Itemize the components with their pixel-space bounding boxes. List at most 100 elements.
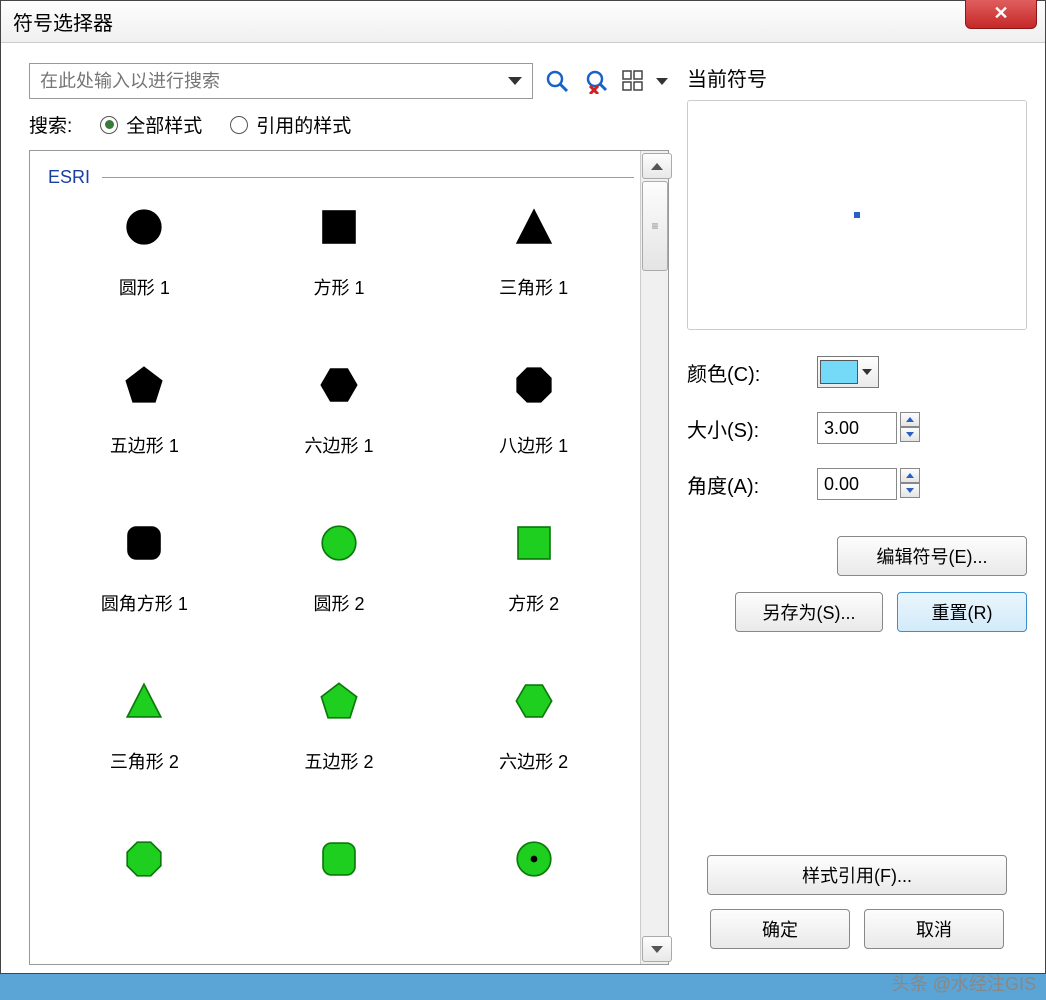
symbol-item[interactable]: 五边形 2 [247,676,432,806]
scroll-down-button[interactable] [642,936,672,962]
symbol-label: 六边形 2 [499,748,568,774]
symbol-item[interactable]: 圆形 2 [247,518,432,648]
size-down-button[interactable] [900,427,920,442]
symbol-label: 五边形 1 [110,432,179,458]
symbol-item[interactable]: 六边形 1 [247,360,432,490]
current-symbol-label: 当前符号 [687,63,1027,92]
search-scope-radios: 搜索: 全部样式 引用的样式 [29,111,669,138]
symbol-label: 圆形 2 [313,590,364,616]
radio-icon [100,116,118,134]
symbol-label: 八边形 1 [499,432,568,458]
size-spinner[interactable] [817,412,920,444]
symbol-item[interactable]: 圆形 1 [52,202,237,332]
search-toolbar [29,63,669,99]
color-picker[interactable] [817,356,879,388]
ok-button[interactable]: 确定 [710,909,850,949]
symbol-item[interactable] [247,834,432,964]
group-name: ESRI [48,167,90,188]
angle-label: 角度(A): [687,470,817,499]
preview-marker [854,212,860,218]
scroll-up-button[interactable] [642,153,672,179]
cancel-button[interactable]: 取消 [864,909,1004,949]
symbol-list[interactable]: ESRI 圆形 1 方形 1 三角形 1 五边形 1 六边形 1 八边形 1 圆角方形 1 圆… [30,151,640,964]
symbol-item[interactable]: 八边形 1 [441,360,626,490]
angle-down-button[interactable] [900,483,920,498]
symbol-label: 三角形 2 [110,748,179,774]
circle-icon [119,202,169,252]
symbol-item[interactable]: 三角形 1 [441,202,626,332]
color-label: 颜色(C): [687,358,817,387]
pentagon-icon [314,676,364,726]
symbol-item[interactable]: 五边形 1 [52,360,237,490]
color-swatch [820,360,858,384]
triangle-icon [509,202,559,252]
symbol-item[interactable]: 方形 1 [247,202,432,332]
arrow-up-icon [651,163,663,170]
symbol-label: 方形 1 [313,274,364,300]
radio-icon [230,116,248,134]
square-icon [509,518,559,568]
size-input[interactable] [817,412,897,444]
magnifier-icon [544,68,570,94]
symbol-preview [687,100,1027,330]
edit-symbol-button[interactable]: 编辑符号(E)... [837,536,1027,576]
style-reference-button[interactable]: 样式引用(F)... [707,855,1007,895]
octagon-icon [509,360,559,410]
magnifier-x-icon [584,68,610,94]
radio-ref-label: 引用的样式 [256,111,351,138]
size-row: 大小(S): [687,412,1027,444]
square-icon [314,202,364,252]
view-mode-button[interactable] [621,65,669,97]
reset-button[interactable]: 重置(R) [897,592,1027,632]
left-pane: 搜索: 全部样式 引用的样式 ESRI 圆形 1 方形 1 三角形 1 五边形 1 六边… [29,63,669,965]
symbol-label: 圆形 1 [119,274,170,300]
circle-icon [314,518,364,568]
triangle-icon [119,676,169,726]
roundsquare-icon [119,518,169,568]
size-up-button[interactable] [900,412,920,427]
symbol-list-panel: ESRI 圆形 1 方形 1 三角形 1 五边形 1 六边形 1 八边形 1 圆角方形 1 圆… [29,150,669,965]
close-button[interactable]: ✕ [965,0,1037,29]
symbol-label: 方形 2 [508,590,559,616]
hexagon-icon [314,360,364,410]
symbol-item[interactable]: 圆角方形 1 [52,518,237,648]
scroll-thumb[interactable] [642,181,668,271]
octagon-icon [119,834,169,884]
symbol-item[interactable]: 方形 2 [441,518,626,648]
angle-row: 角度(A): [687,468,1027,500]
title-bar: 符号选择器 ✕ [1,1,1045,43]
zoom-in-button[interactable] [541,65,573,97]
dropdown-icon[interactable] [508,77,522,85]
size-label: 大小(S): [687,414,817,443]
pentagon-icon [119,360,169,410]
search-label: 搜索: [29,111,72,138]
right-pane: 当前符号 颜色(C): 大小(S): [687,63,1027,965]
arrow-down-icon [651,946,663,953]
chevron-down-icon [862,369,872,375]
symbol-label: 五边形 2 [304,748,373,774]
close-icon: ✕ [993,3,1008,24]
symbol-label: 圆角方形 1 [101,590,188,616]
radio-all-label: 全部样式 [126,111,202,138]
symbol-item[interactable] [441,834,626,964]
circle-dot-icon [509,834,559,884]
symbol-item[interactable] [52,834,237,964]
roundsquare-icon [314,834,364,884]
angle-spinner[interactable] [817,468,920,500]
angle-input[interactable] [817,468,897,500]
hexagon-icon [509,676,559,726]
symbol-label: 三角形 1 [499,274,568,300]
radio-referenced-styles[interactable]: 引用的样式 [230,111,351,138]
save-as-button[interactable]: 另存为(S)... [735,592,883,632]
search-input[interactable] [40,71,508,92]
symbol-item[interactable]: 六边形 2 [441,676,626,806]
clear-search-button[interactable] [581,65,613,97]
vertical-scrollbar[interactable] [640,151,668,964]
symbol-selector-dialog: 符号选择器 ✕ [0,0,1046,974]
angle-up-button[interactable] [900,468,920,483]
symbol-label: 六边形 1 [304,432,373,458]
radio-all-styles[interactable]: 全部样式 [100,111,202,138]
watermark: 头条 @水经注GIS [892,970,1036,996]
symbol-item[interactable]: 三角形 2 [52,676,237,806]
search-combo[interactable] [29,63,533,99]
